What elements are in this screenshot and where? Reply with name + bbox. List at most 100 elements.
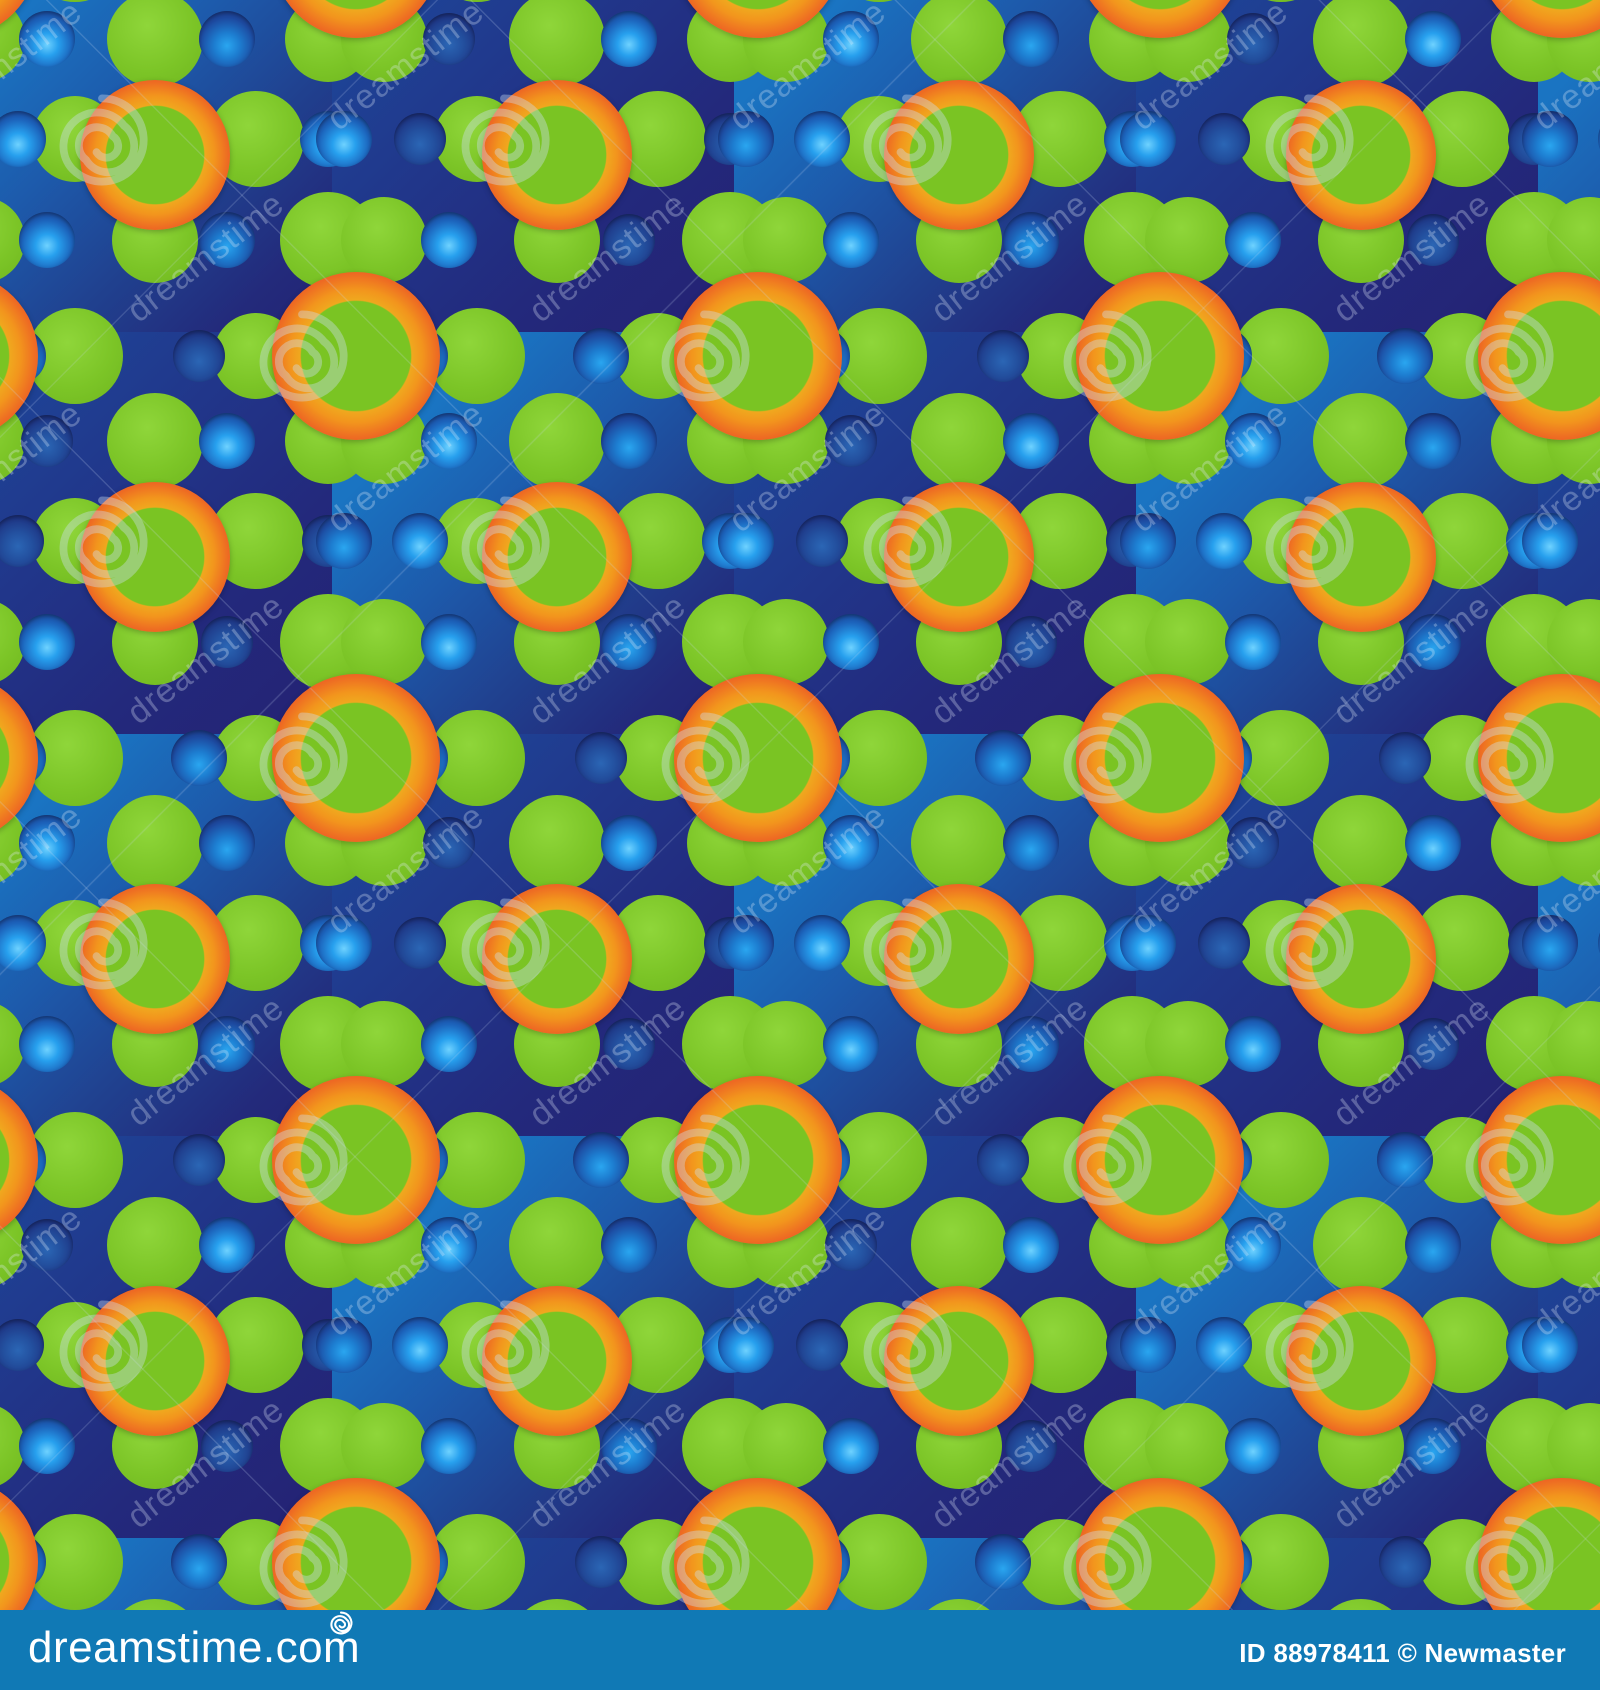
blue-bead <box>1003 10 1060 67</box>
large-orange-ring <box>80 1286 231 1437</box>
blue-bead <box>1224 1216 1281 1273</box>
blue-bead <box>316 111 373 168</box>
blue-bead <box>199 10 256 67</box>
blue-bead <box>1196 1317 1253 1374</box>
blue-bead <box>422 816 475 869</box>
blue-bead <box>1522 111 1579 168</box>
blue-bead <box>394 917 447 970</box>
blue-bead <box>718 1317 775 1374</box>
green-dot <box>911 1598 1008 1610</box>
blue-bead <box>1522 915 1579 972</box>
large-orange-ring <box>80 884 231 1035</box>
large-orange-ring <box>884 884 1035 1035</box>
blue-bead <box>796 1319 849 1372</box>
blue-bead <box>1224 1015 1281 1072</box>
blue-bead <box>394 113 447 166</box>
blue-bead <box>1224 1417 1281 1474</box>
green-dot <box>509 0 606 87</box>
blue-bead <box>977 330 1030 383</box>
blue-bead <box>316 915 373 972</box>
large-orange-ring <box>674 272 843 441</box>
large-orange-ring <box>674 1478 843 1610</box>
blue-bead <box>316 513 373 570</box>
blue-bead <box>1120 513 1177 570</box>
blue-bead <box>822 613 879 670</box>
large-orange-ring <box>1286 80 1437 231</box>
large-orange-ring <box>674 674 843 843</box>
large-orange-ring <box>80 80 231 231</box>
blue-bead <box>20 1218 73 1271</box>
blue-bead <box>420 613 477 670</box>
blue-bead <box>1226 816 1279 869</box>
blue-bead <box>1196 513 1253 570</box>
green-dot <box>1145 1402 1232 1489</box>
blue-bead <box>1522 1317 1579 1374</box>
large-orange-ring <box>1286 1286 1437 1437</box>
green-dot <box>1145 598 1232 685</box>
large-orange-ring <box>1076 674 1245 843</box>
blue-bead <box>0 915 47 972</box>
blue-bead <box>824 1218 877 1271</box>
blue-bead <box>316 1317 373 1374</box>
green-dot <box>1313 392 1410 489</box>
green-dot <box>341 1000 428 1087</box>
blue-bead <box>1005 1419 1058 1472</box>
blue-bead <box>718 513 775 570</box>
blue-bead <box>1405 412 1462 469</box>
pattern-artwork: dreamstime dreamstime dreamstime dreamstime… <box>0 0 1600 1610</box>
large-orange-ring <box>482 80 633 231</box>
blue-bead <box>822 1015 879 1072</box>
green-dot <box>743 598 830 685</box>
large-orange-ring <box>272 674 441 843</box>
large-orange-ring <box>482 884 633 1035</box>
green-dot <box>911 0 1008 87</box>
blue-bead <box>18 211 75 268</box>
green-dot <box>1232 0 1329 3</box>
large-orange-ring <box>1076 1076 1245 1245</box>
image-credit: ID 88978411 © Newmaster <box>1239 1638 1566 1668</box>
blue-bead <box>1224 613 1281 670</box>
blue-bead <box>1598 111 1600 168</box>
blue-bead <box>601 613 658 670</box>
green-dot <box>743 1402 830 1489</box>
green-dot <box>341 598 428 685</box>
blue-bead <box>171 1534 228 1591</box>
blue-bead <box>0 1319 45 1372</box>
blue-bead <box>1379 732 1432 785</box>
blue-bead <box>171 730 228 787</box>
blue-bead <box>1405 1216 1462 1273</box>
large-orange-ring <box>272 1478 441 1610</box>
green-dot <box>107 794 204 891</box>
blue-bead <box>1003 1015 1060 1072</box>
blue-bead <box>1379 1536 1432 1589</box>
blue-bead <box>1407 1017 1460 1070</box>
blue-bead <box>420 1216 477 1273</box>
green-dot <box>107 1598 204 1610</box>
large-orange-ring <box>272 272 441 441</box>
green-dot <box>509 1196 606 1293</box>
blue-bead <box>601 10 658 67</box>
blue-bead <box>601 412 658 469</box>
blue-bead <box>18 10 75 67</box>
large-orange-ring <box>884 482 1035 633</box>
blue-bead <box>1120 1317 1177 1374</box>
blue-bead <box>575 732 628 785</box>
blue-bead <box>975 1534 1032 1591</box>
blue-bead <box>420 211 477 268</box>
blue-bead <box>1198 113 1251 166</box>
large-orange-ring <box>1286 884 1437 1035</box>
blue-bead <box>201 1419 254 1472</box>
green-dot <box>509 1598 606 1610</box>
blue-bead <box>1120 111 1177 168</box>
green-dot <box>107 392 204 489</box>
green-dot <box>1145 196 1232 283</box>
blue-bead <box>18 1417 75 1474</box>
large-orange-ring <box>1286 482 1437 633</box>
blue-bead <box>199 412 256 469</box>
dreamstime-logo[interactable]: dreamstime.com <box>28 1611 360 1670</box>
blue-bead <box>794 915 851 972</box>
blue-bead <box>1405 10 1462 67</box>
green-dot <box>107 1196 204 1293</box>
large-orange-ring <box>272 1076 441 1245</box>
blue-bead <box>603 1017 656 1070</box>
